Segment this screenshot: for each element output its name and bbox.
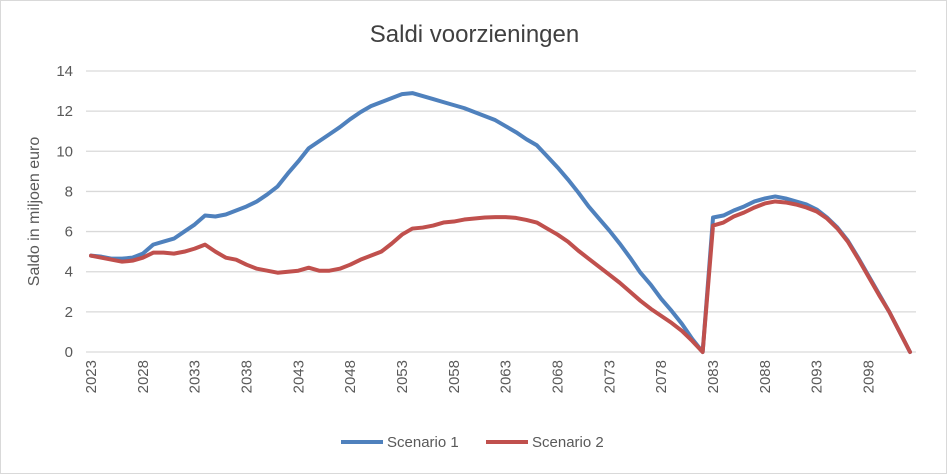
x-tick-label: 2048: [342, 360, 359, 393]
x-tick-label: 2023: [83, 360, 100, 393]
x-tick-label: 2088: [757, 360, 774, 393]
series-line-2: [89, 199, 912, 354]
x-tick-label: 2063: [498, 360, 515, 393]
x-tick-label: 2068: [550, 360, 567, 393]
chart-title: Saldi voorzieningen: [369, 21, 580, 48]
y-tick-label: 12: [56, 103, 73, 120]
x-tick-label: 2083: [705, 360, 722, 393]
x-tick-label: 2038: [239, 360, 256, 393]
y-tick-label: 6: [65, 224, 73, 241]
legend-label-2: Scenario 2: [532, 434, 604, 451]
y-tick-label: 10: [56, 143, 73, 160]
legend-label-1: Scenario 1: [387, 434, 459, 451]
y-tick-label: 8: [65, 183, 73, 200]
y-tick-label: 4: [65, 264, 73, 281]
x-tick-label: 2098: [861, 360, 878, 393]
y-tick-label: 0: [65, 344, 73, 361]
x-tick-label: 2078: [653, 360, 670, 393]
x-tick-label: 2093: [809, 360, 826, 393]
series-line-1: [89, 91, 912, 354]
x-tick-label: 2043: [290, 360, 307, 393]
y-tick-label: 14: [56, 63, 73, 80]
y-axis-label: Saldo in miljoen euro: [26, 137, 43, 287]
x-tick-label: 2058: [446, 360, 463, 393]
x-tick-label: 2033: [187, 360, 204, 393]
x-tick-label: 2053: [394, 360, 411, 393]
x-tick-label: 2073: [601, 360, 618, 393]
x-tick-label: 2028: [135, 360, 152, 393]
y-tick-label: 2: [65, 304, 73, 321]
